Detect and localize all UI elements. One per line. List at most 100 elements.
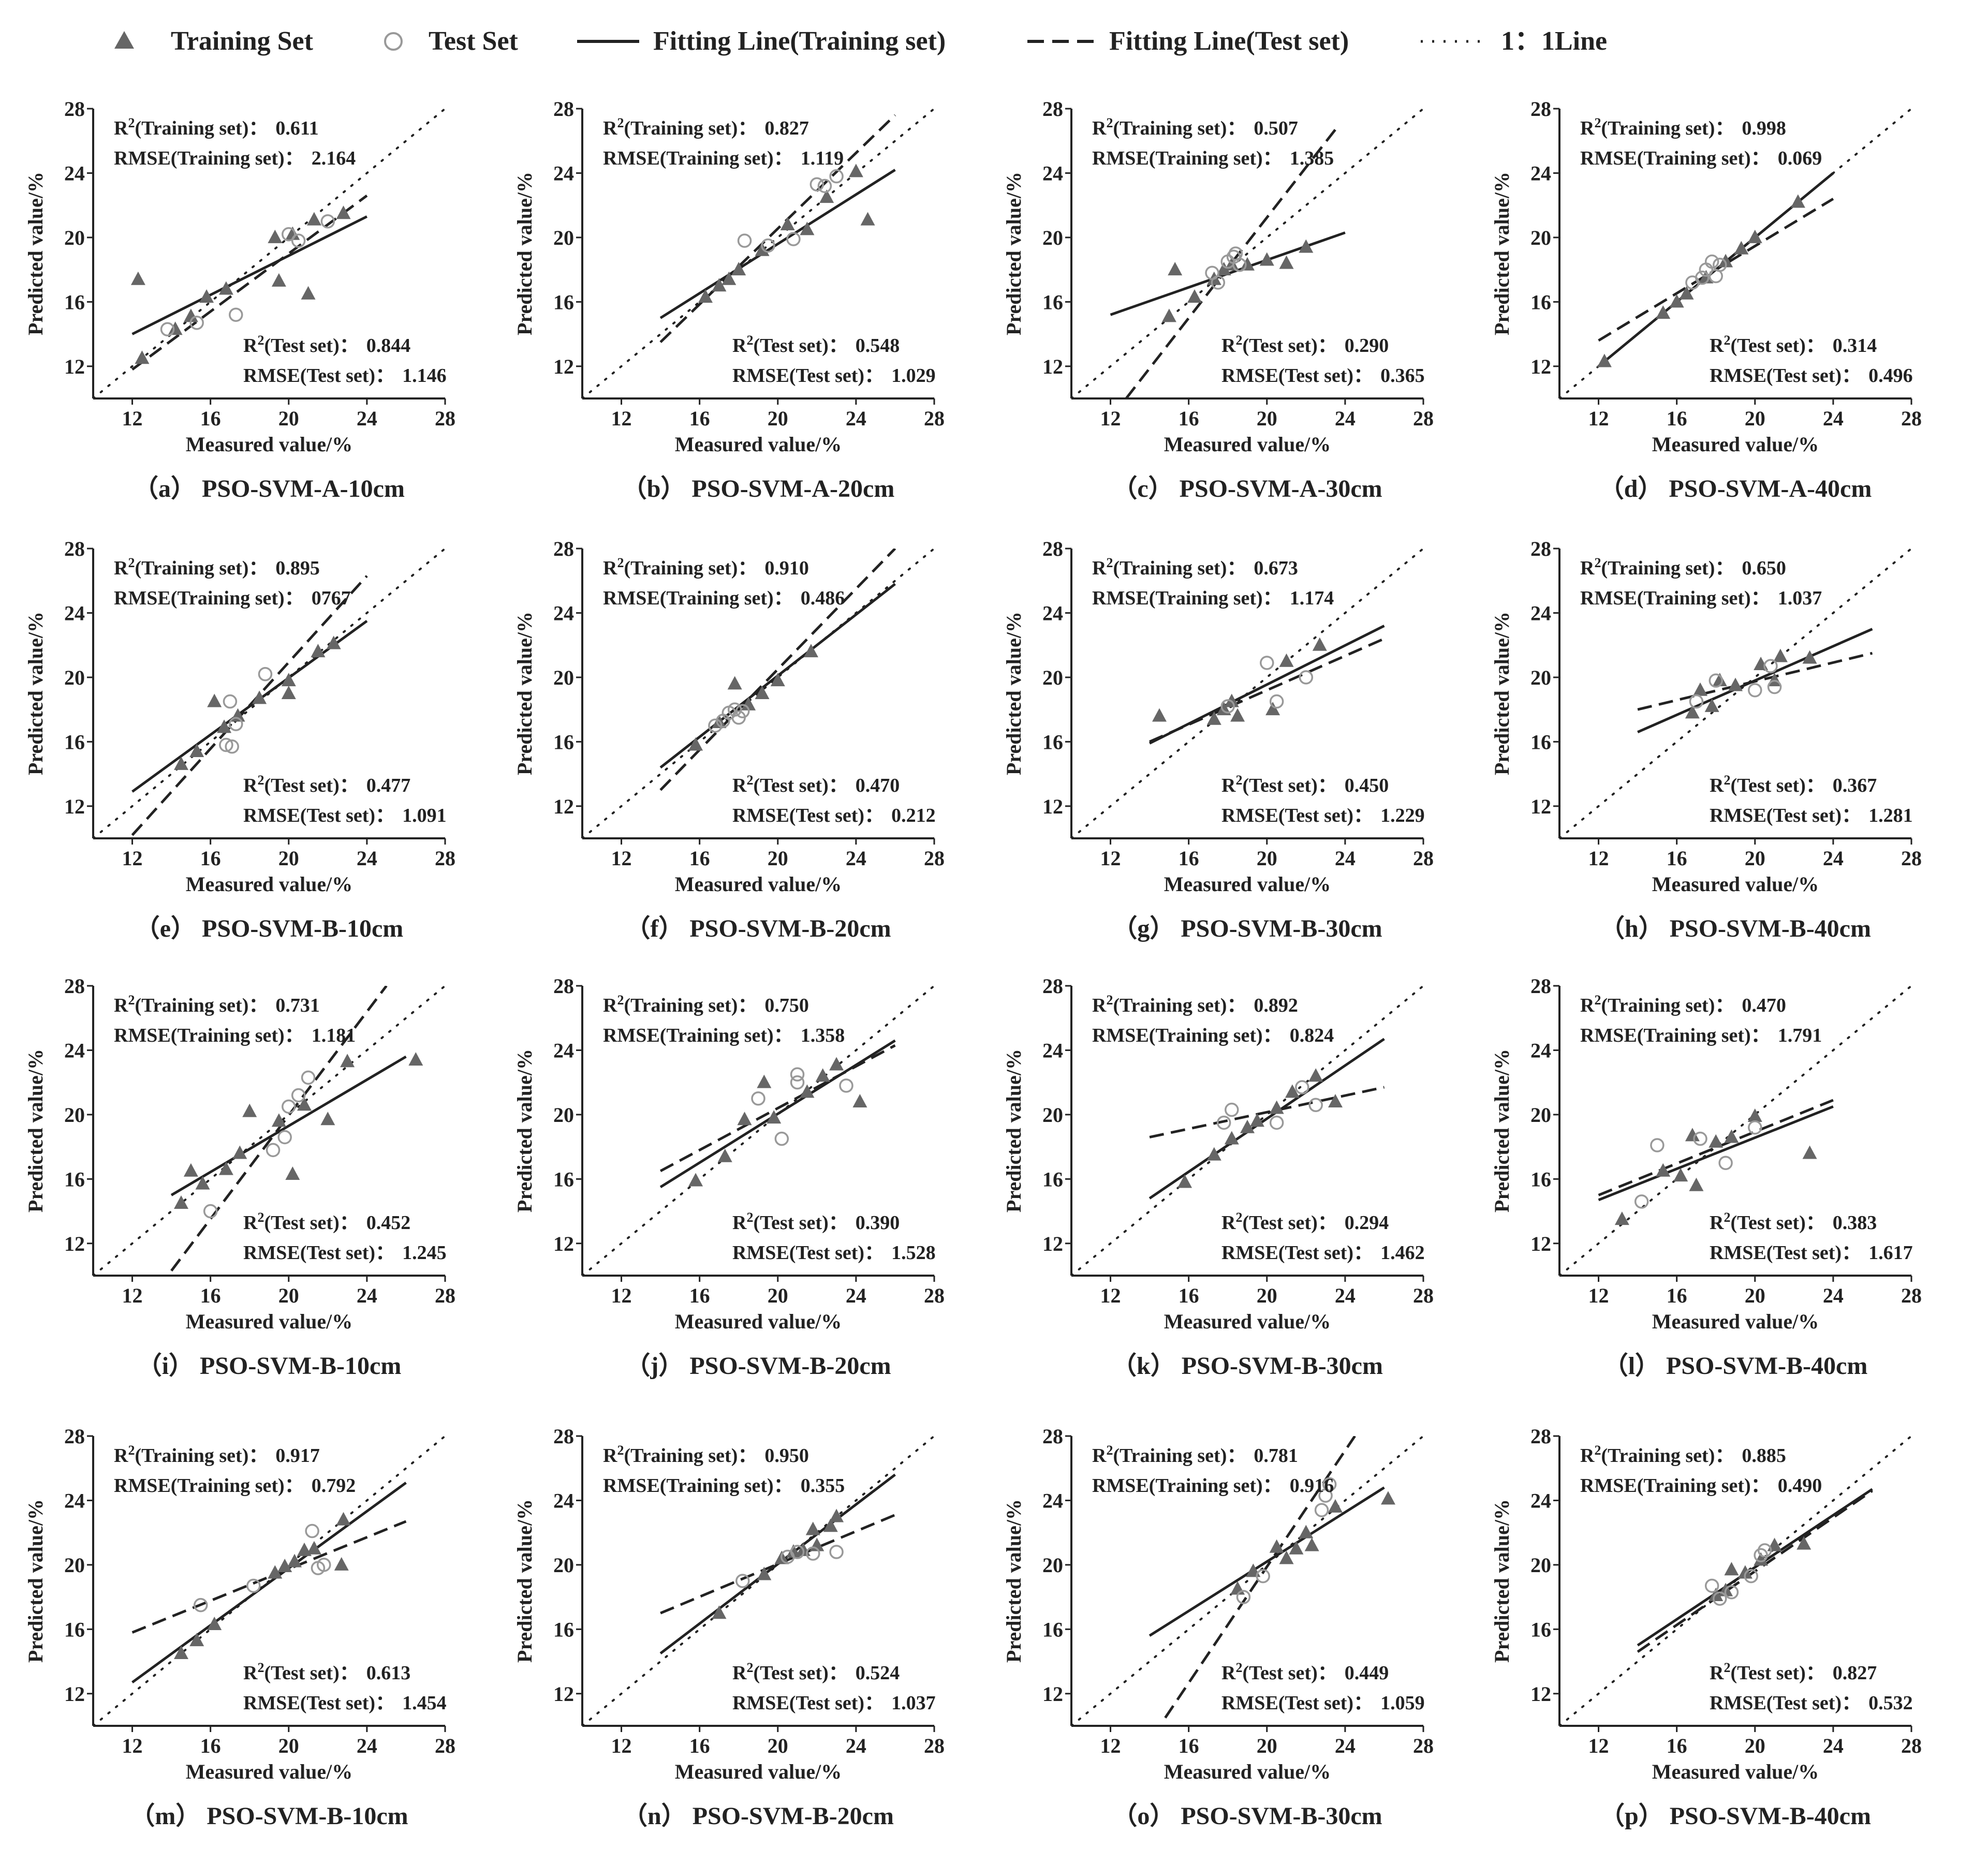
y-axis-label: Predicted value/% [1002,612,1025,775]
rmse-training: RMSE(Training set)： 0.490 [1580,1475,1822,1497]
r2-training-label: (Training set)： [1601,1445,1734,1467]
test-point [258,667,273,682]
legend-training-label: Training Set [171,26,314,56]
y-tick-label: 24 [1530,1489,1551,1512]
r2-training-superscript: 2 [617,1443,624,1458]
r2-test-superscript: 2 [746,333,753,348]
y-tick-label: 12 [1530,355,1551,378]
y-tick-label: 20 [1530,1103,1551,1127]
y-tick-label: 12 [1530,1232,1551,1255]
training-point [252,690,267,704]
y-tick-label: 24 [553,161,574,185]
test-point [203,1204,218,1219]
test-point [1695,270,1710,285]
x-tick-label: 28 [1901,1284,1922,1307]
rmse-test: RMSE(Test set)： 1.462 [1221,1242,1425,1264]
rmse-training-value: 2.164 [312,147,356,169]
rmse-test-value: 1.059 [1380,1692,1425,1714]
panel-caption: （k） PSO-SVM-B-30cm [1112,1352,1383,1380]
test-point [1269,1115,1284,1130]
y-tick-label: 16 [64,1618,85,1641]
rmse-test-label: RMSE(Test set)： [1710,805,1861,826]
panel-e: 12 12 16 16 20 20 24 24 28 28 Measured value/% Pred… [24,537,455,942]
fit-line-test [131,575,368,836]
y-tick-label: 24 [553,1039,574,1062]
y-tick-label: 24 [64,1039,85,1062]
x-tick-label: 28 [435,847,455,870]
y-tick-label: 12 [64,1682,85,1706]
x-axis-label: Measured value/% [1652,433,1819,456]
rmse-test: RMSE(Test set)： 1.146 [243,365,447,387]
training-point [320,1112,335,1126]
y-tick-label: 12 [64,1232,85,1255]
x-tick-label: 28 [1901,407,1922,430]
r2-training-label: (Training set)： [624,1445,757,1467]
r2-training-value: 0.731 [275,995,320,1016]
rmse-test-label: RMSE(Test set)： [243,1692,395,1714]
y-tick-label: 28 [553,1425,574,1448]
fit-line-training [659,1039,896,1189]
training-point [815,1068,830,1082]
x-tick-label: 20 [278,1284,299,1307]
test-point [305,1523,319,1539]
training-point [848,164,863,177]
training-point [1656,305,1671,319]
training-point [174,756,188,770]
y-axis-label: Predicted value/% [1490,1049,1513,1212]
test-point [727,702,742,717]
r2-training-symbol: R [603,117,617,139]
y-tick-label: 16 [553,730,574,753]
x-tick-label: 12 [1100,407,1121,430]
test-point [809,177,824,191]
y-tick-label: 16 [553,290,574,314]
y-axis-label: Predicted value/% [1002,1049,1025,1212]
r2-test-superscript: 2 [257,333,264,348]
x-axis-label: Measured value/% [1164,872,1331,896]
rmse-training-label: RMSE(Training set)： [603,1025,793,1046]
panel-g: 12 12 16 16 20 20 24 24 28 28 Measured value/% Pred… [1002,537,1434,942]
y-tick-label: 28 [64,1425,85,1448]
y-tick-label: 20 [64,1554,85,1577]
r2-training-superscript: 2 [617,993,624,1008]
rmse-training-label: RMSE(Training set)： [603,1475,793,1497]
test-point [1693,1131,1707,1146]
y-tick-label: 12 [1042,1232,1063,1255]
rmse-training-label: RMSE(Training set)： [114,587,304,609]
r2-training-label: (Training set)： [135,117,268,139]
panel-caption: （i） PSO-SVM-B-10cm [137,1352,402,1380]
y-tick-label: 20 [1042,666,1063,689]
rmse-test-label: RMSE(Test set)： [732,805,884,826]
training-point [741,697,756,711]
x-tick-label: 16 [1667,1734,1687,1757]
y-tick-label: 28 [64,537,85,560]
r2-training-superscript: 2 [1106,555,1113,570]
training-point [232,1145,247,1159]
training-point [1304,1537,1319,1551]
y-axis-label: Predicted value/% [1002,172,1025,335]
x-tick-label: 24 [846,847,866,870]
y-tick-label: 24 [1530,601,1551,625]
y-tick-label: 24 [64,1489,85,1512]
r2-test: R2(Test set)： 0.844 [243,333,410,357]
training-point [731,262,746,276]
y-axis-label: Predicted value/% [24,172,47,335]
rmse-test-value: 1.462 [1380,1242,1425,1264]
panel-o: 12 12 16 16 20 20 24 24 28 28 Measured value/% Pred… [1002,1425,1434,1830]
r2-test: R2(Test set)： 0.383 [1710,1210,1877,1234]
training-point [1704,698,1719,712]
training-point [287,1554,302,1567]
x-tick-label: 12 [1100,1734,1121,1757]
training-point [336,1512,351,1526]
training-point [1161,308,1176,322]
training-point [757,1566,772,1580]
rmse-training: RMSE(Training set)： 0.355 [603,1475,845,1497]
x-tick-label: 20 [1257,1284,1277,1307]
test-point [291,1088,306,1103]
x-tick-label: 16 [1179,847,1199,870]
r2-training: R2(Training set)： 0.673 [1092,555,1298,579]
rmse-test-value: 1.454 [402,1692,447,1714]
rmse-training: RMSE(Training set)： 1.174 [1092,587,1334,609]
r2-test: R2(Test set)： 0.548 [732,333,900,357]
training-point [1240,257,1255,271]
x-tick-label: 12 [1588,1284,1609,1307]
